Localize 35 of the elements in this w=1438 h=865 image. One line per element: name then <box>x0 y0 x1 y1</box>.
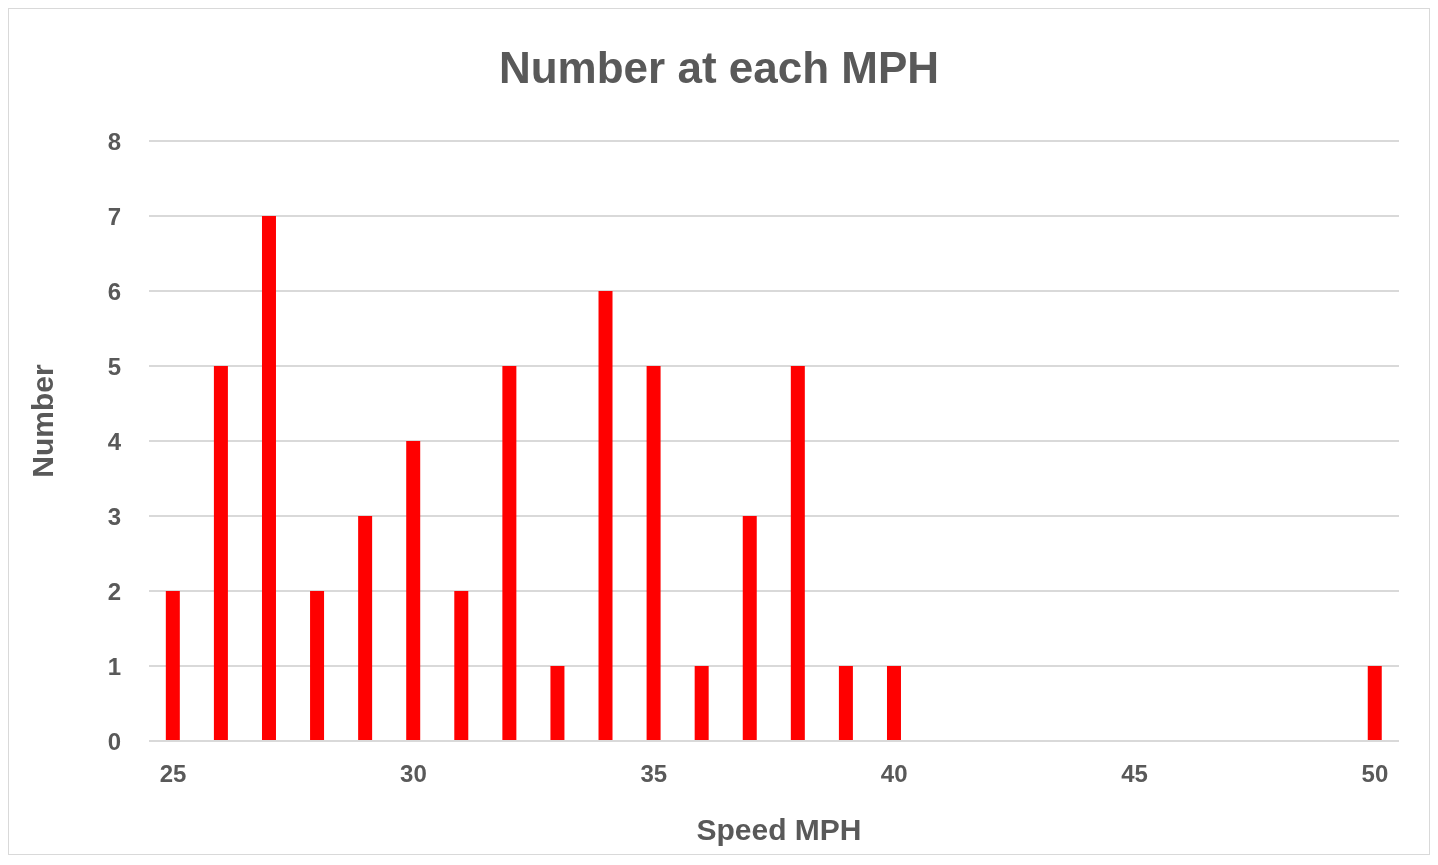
x-tick-label: 35 <box>640 760 668 788</box>
bar <box>310 591 325 741</box>
x-axis-title: Speed MPH <box>695 813 863 847</box>
bar <box>406 441 421 741</box>
y-tick-label: 5 <box>107 352 121 380</box>
bar <box>646 366 661 741</box>
bar <box>742 516 757 741</box>
bar <box>1367 666 1382 741</box>
bar <box>598 291 613 741</box>
bar <box>358 516 373 741</box>
y-tick-label: 6 <box>107 277 121 305</box>
bar <box>694 666 709 741</box>
bar <box>261 216 276 741</box>
x-tick-label: 40 <box>880 760 908 788</box>
bar <box>454 591 469 741</box>
bar <box>886 666 901 741</box>
y-tick-label: 8 <box>107 127 121 155</box>
x-tick-label: 50 <box>1361 760 1389 788</box>
bar <box>790 366 805 741</box>
y-tick-label: 4 <box>107 427 122 455</box>
bar <box>213 366 228 741</box>
bar <box>165 591 180 741</box>
bar <box>838 666 853 741</box>
y-tick-label: 3 <box>107 502 121 530</box>
x-tick-label: 30 <box>400 760 427 788</box>
y-axis-title: Number <box>26 364 60 478</box>
y-tick-label: 7 <box>107 202 121 230</box>
y-tick-label: 1 <box>107 652 121 680</box>
bar <box>502 366 517 741</box>
bar <box>550 666 565 741</box>
chart-title: Number at each MPH <box>497 42 941 94</box>
x-tick-label: 25 <box>159 760 187 788</box>
x-tick-label: 45 <box>1121 760 1148 788</box>
y-tick-label: 2 <box>107 577 121 605</box>
y-tick-label: 0 <box>107 727 121 755</box>
